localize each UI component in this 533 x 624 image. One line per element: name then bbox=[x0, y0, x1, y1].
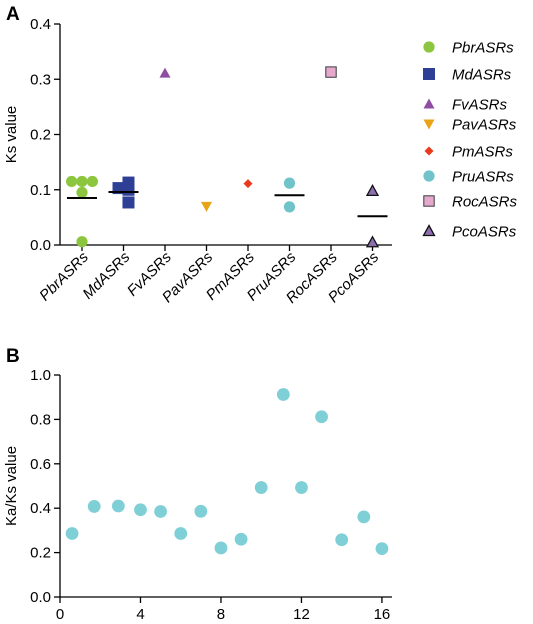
panel-a-data-point bbox=[325, 66, 337, 78]
panel-a-y-tick-label: 0.4 bbox=[30, 16, 51, 33]
panel-b-data-point bbox=[174, 527, 188, 540]
panel-a-data-point bbox=[122, 183, 135, 196]
panel-b-y-tick-label: 0.6 bbox=[30, 456, 51, 473]
panel-a-chart: 0.00.10.20.30.4Ks valuePbrASRsMdASRsFvAS… bbox=[3, 16, 392, 307]
panel-a-data-point bbox=[201, 201, 212, 212]
panel-a-letter: A bbox=[6, 4, 20, 25]
panel-b-data-point bbox=[111, 499, 125, 513]
panel-a-data-point bbox=[76, 175, 88, 188]
panel-b-data-point bbox=[254, 481, 268, 494]
legend-marker bbox=[423, 119, 435, 130]
panel-a-data-point bbox=[283, 177, 296, 189]
legend-marker bbox=[423, 98, 435, 109]
panel-b-y-tick-label: 0.4 bbox=[30, 500, 51, 517]
panel-a-legend: PbrASRs MdASRs FvASRs PavASRs PmASRs PruASRs R… bbox=[422, 40, 518, 241]
legend-marker bbox=[423, 68, 435, 80]
legend-marker bbox=[423, 195, 435, 207]
panel-b-data-point bbox=[276, 388, 290, 401]
legend-label: FvASRs bbox=[452, 97, 508, 114]
panel-b-data-point bbox=[194, 504, 208, 518]
panel-a-data-point bbox=[159, 67, 171, 78]
panel-a-data-point bbox=[86, 175, 98, 188]
panel-b-x-tick-label: 12 bbox=[293, 606, 310, 623]
panel-b-chart: 0.0 0.2 0.4 0.6 0.8 1.0 0 4 8 12 16 Ka/Ks value bbox=[3, 367, 392, 623]
panel-b-y-tick-label: 1.0 bbox=[30, 367, 51, 384]
legend-label: PbrASRs bbox=[452, 40, 514, 57]
panel-b-x-tick-label: 8 bbox=[217, 606, 225, 623]
panel-a-y-tick-label: 0.0 bbox=[30, 237, 51, 254]
panel-b-y-axis-title: Ka/Ks value bbox=[3, 446, 20, 526]
legend-marker bbox=[424, 146, 434, 156]
panel-a-y-tick-label: 0.2 bbox=[30, 127, 51, 144]
panel-b-letter: B bbox=[6, 346, 20, 367]
legend-label: PmASRs bbox=[452, 144, 513, 161]
panel-b-data-point bbox=[214, 541, 228, 555]
panel-b-x-tick-label: 0 bbox=[56, 606, 64, 623]
legend-label: PcoASRs bbox=[452, 224, 517, 241]
legend-label: MdASRs bbox=[452, 67, 512, 84]
panel-b-y-tick-label: 0.0 bbox=[30, 589, 51, 606]
panel-a-data-point bbox=[365, 235, 380, 248]
panel-a-data-point bbox=[243, 179, 253, 189]
panel-a-data-point bbox=[66, 175, 78, 188]
legend-label: PruASRs bbox=[452, 169, 514, 186]
panel-a-y-tick-label: 0.1 bbox=[30, 182, 51, 199]
panel-a-data-point bbox=[365, 184, 380, 197]
panel-b-data-point bbox=[234, 532, 248, 546]
panel-b-data-point bbox=[134, 503, 147, 517]
panel-a-y-axis-title: Ks value bbox=[3, 106, 20, 164]
legend-label: RocASRs bbox=[452, 194, 518, 211]
panel-b-x-tick-label: 4 bbox=[136, 606, 144, 623]
panel-b-data-point bbox=[357, 510, 371, 524]
legend-label: PavASRs bbox=[452, 117, 517, 134]
panel-a-data-point bbox=[122, 196, 135, 209]
panel-a-data-point bbox=[76, 186, 88, 199]
panel-a-data-point bbox=[283, 201, 296, 213]
panel-b-x-tick-label: 16 bbox=[374, 606, 391, 623]
panel-a-data-point bbox=[76, 236, 88, 248]
panel-b-y-tick-label: 0.2 bbox=[30, 545, 51, 562]
panel-b-data-point bbox=[315, 410, 328, 424]
panel-b-data-point bbox=[65, 527, 79, 540]
legend-marker bbox=[423, 41, 435, 53]
panel-a-y-tick-label: 0.3 bbox=[30, 71, 51, 88]
legend-marker bbox=[422, 224, 436, 237]
panel-b-data-point bbox=[295, 481, 308, 494]
panel-b-y-tick-label: 0.8 bbox=[30, 411, 51, 428]
panel-b-data-point bbox=[335, 533, 349, 547]
panel-b-data-point bbox=[375, 542, 389, 556]
panel-b-data-point bbox=[154, 505, 168, 518]
legend-marker bbox=[423, 170, 435, 182]
panel-b-data-point bbox=[87, 500, 101, 513]
